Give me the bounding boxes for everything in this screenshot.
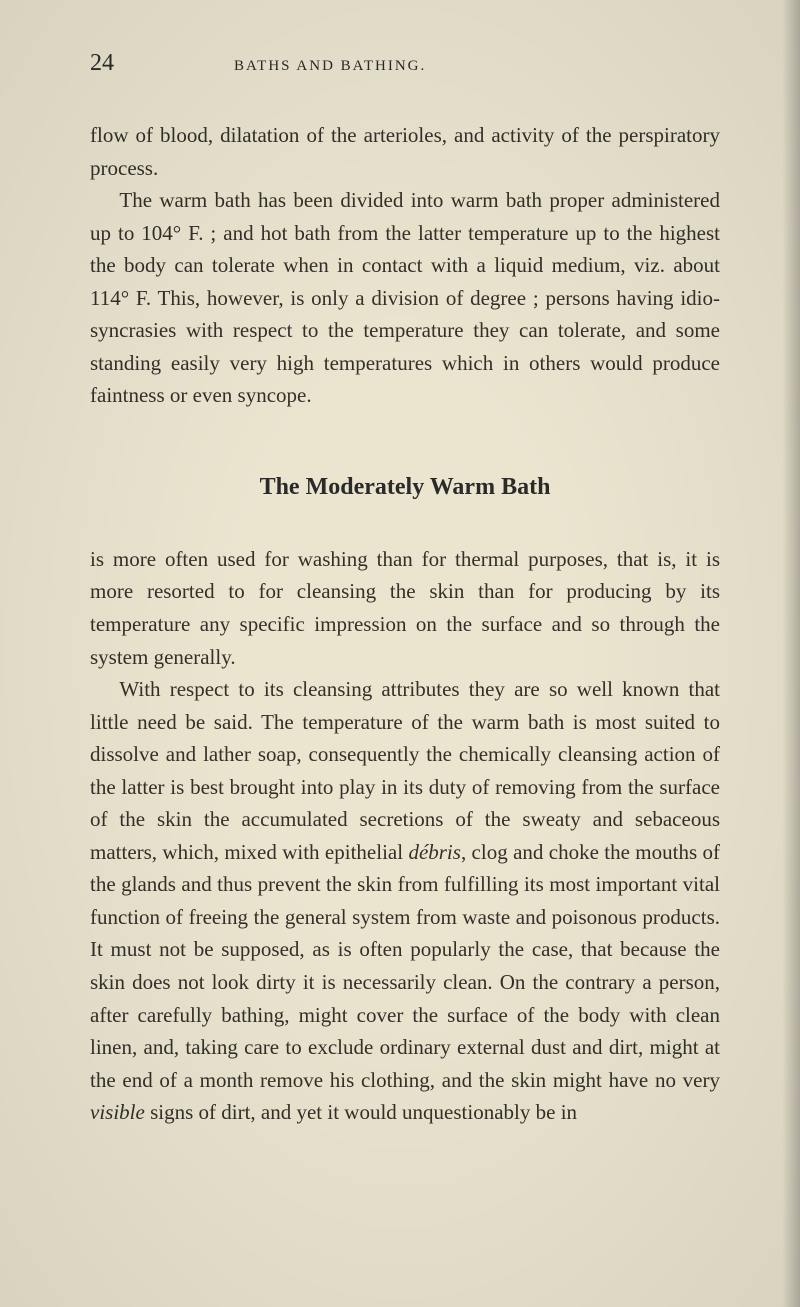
page-number: 24 [90,50,114,77]
page-header: 24 BATHS AND BATHING. [90,50,720,77]
body-text-block-1: flow of blood, dilatation of the arterio… [90,119,720,412]
italic-debris: débris [408,840,461,864]
paragraph-1: flow of blood, dilatation of the arterio… [90,119,720,184]
running-head: BATHS AND BATHING. [234,58,426,75]
italic-visible: visible [90,1100,145,1124]
paragraph-4: With respect to its cleansing attributes… [90,673,720,1129]
section-heading: The Moderately Warm Bath [90,474,720,501]
para4-span-b: , clog and choke the mouths of the gland… [90,840,720,1092]
para4-span-c: signs of dirt, and yet it would unquesti… [145,1100,577,1124]
paragraph-2: The warm bath has been divided into warm… [90,184,720,412]
para4-span-a: With respect to its cleansing attributes… [90,677,720,864]
page-content: 24 BATHS AND BATHING. flow of blood, dil… [0,0,800,1169]
paragraph-3: is more often used for washing than for … [90,543,720,673]
body-text-block-2: is more often used for washing than for … [90,543,720,1129]
